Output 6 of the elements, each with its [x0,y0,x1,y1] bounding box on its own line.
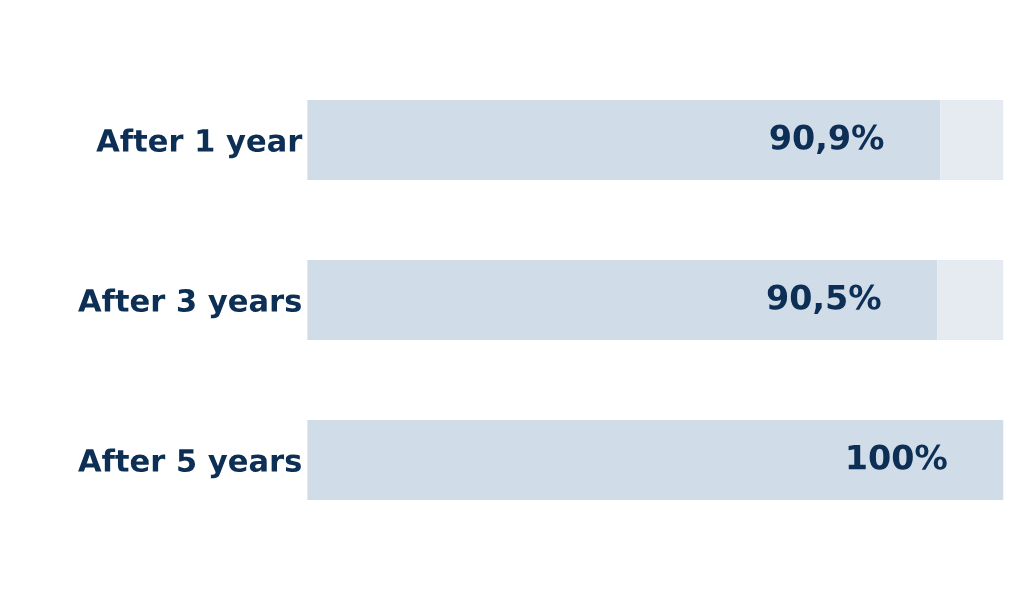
data-label: 100% [848,444,947,470]
y-tick-label: After 3 years [78,288,301,319]
data-label: 90,9% [770,124,884,154]
y-tick-label: After 1 year [96,128,303,159]
data-label: 90,5% [767,284,881,314]
y-tick-label: After 5 years [78,448,301,479]
